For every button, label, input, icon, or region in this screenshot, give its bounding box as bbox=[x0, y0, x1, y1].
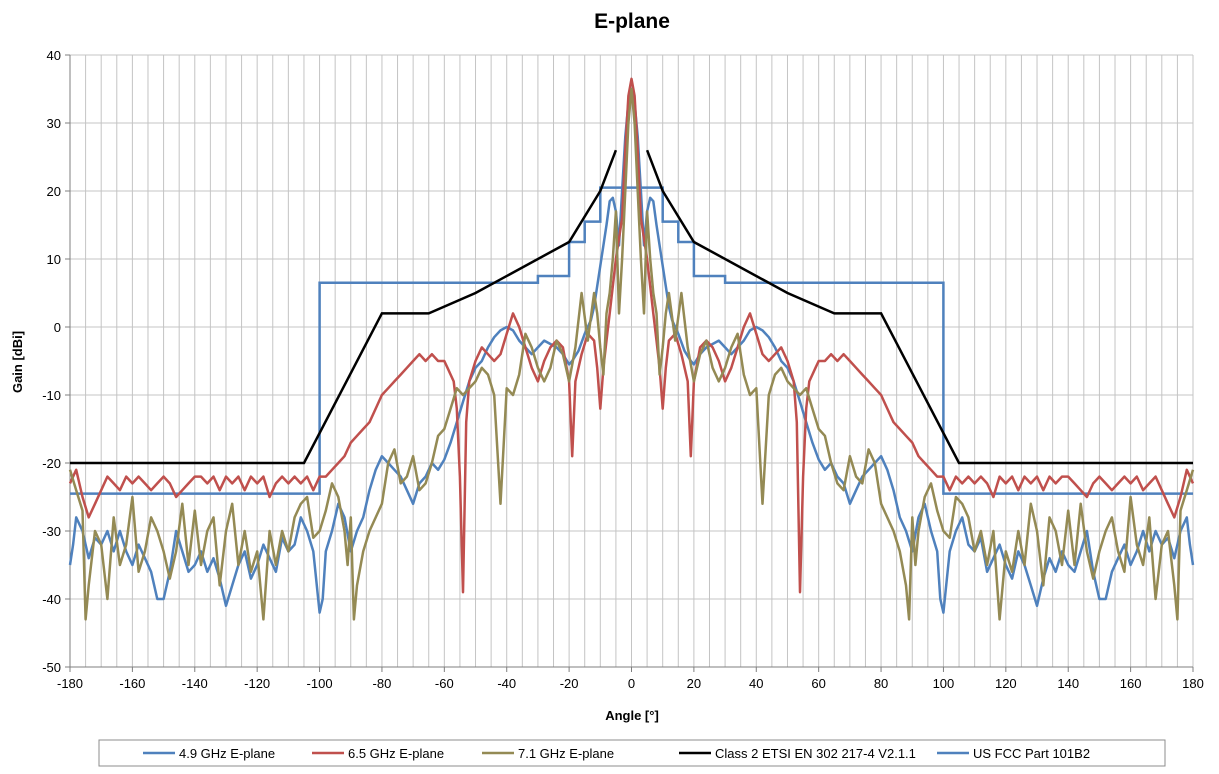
x-tick-label: -140 bbox=[182, 676, 208, 691]
x-tick-label: 120 bbox=[995, 676, 1017, 691]
y-tick-label: -10 bbox=[42, 388, 61, 403]
x-tick-label: 80 bbox=[874, 676, 888, 691]
legend-label: US FCC Part 101B2 bbox=[973, 746, 1090, 761]
x-tick-label: -100 bbox=[307, 676, 333, 691]
x-tick-label: 140 bbox=[1057, 676, 1079, 691]
y-axis-title: Gain [dBi] bbox=[10, 331, 25, 393]
y-tick-label: -30 bbox=[42, 524, 61, 539]
series-4-line-right bbox=[645, 149, 1193, 465]
y-tick-label: -50 bbox=[42, 660, 61, 675]
x-tick-label: 180 bbox=[1182, 676, 1204, 691]
y-tick-label: -40 bbox=[42, 592, 61, 607]
y-tick-label: 10 bbox=[47, 252, 61, 267]
chart-title: E-plane bbox=[594, 10, 670, 33]
legend-label: 6.5 GHz E-plane bbox=[348, 746, 444, 761]
legend-label: 4.9 GHz E-plane bbox=[179, 746, 275, 761]
y-tick-label: 0 bbox=[54, 320, 61, 335]
y-tick-label: 20 bbox=[47, 184, 61, 199]
x-tick-label: 160 bbox=[1120, 676, 1142, 691]
series-5-line bbox=[70, 186, 1193, 495]
legend-label: Class 2 ETSI EN 302 217-4 V2.1.1 bbox=[715, 746, 916, 761]
x-tick-label: -40 bbox=[497, 676, 516, 691]
series-3-line bbox=[68, 87, 1195, 621]
legend-label: 7.1 GHz E-plane bbox=[518, 746, 614, 761]
x-tick-label: 40 bbox=[749, 676, 763, 691]
x-tick-label: 20 bbox=[687, 676, 701, 691]
x-tick-label: 60 bbox=[811, 676, 825, 691]
series-2-line bbox=[68, 77, 1195, 594]
y-tick-label: 30 bbox=[47, 116, 61, 131]
x-tick-labels: -180 -160 -140 -120 -100 -80 -60 -40 -20 0 20 40 60 8… bbox=[57, 676, 1204, 691]
legend-box bbox=[98, 739, 1166, 767]
y-tick-label: -20 bbox=[42, 456, 61, 471]
x-tick-label: 100 bbox=[933, 676, 955, 691]
series-4-line-left bbox=[70, 149, 618, 465]
x-tick-label: 0 bbox=[628, 676, 635, 691]
x-tick-label: -80 bbox=[373, 676, 392, 691]
x-tick-label: -60 bbox=[435, 676, 454, 691]
legend: 4.9 GHz E-plane 6.5 GHz E-plane 7.1 GHz E-… bbox=[98, 739, 1166, 767]
x-tick-label: -20 bbox=[560, 676, 579, 691]
x-tick-label: -160 bbox=[119, 676, 145, 691]
y-tick-label: 40 bbox=[47, 48, 61, 63]
y-tick-labels: -50 -40 -30 -20 -10 0 10 20 30 40 bbox=[42, 48, 61, 675]
series-group bbox=[68, 77, 1195, 621]
x-tick-label: -180 bbox=[57, 676, 83, 691]
legend-items: 4.9 GHz E-plane 6.5 GHz E-plane 7.1 GHz E-… bbox=[143, 746, 1090, 761]
x-tick-label: -120 bbox=[244, 676, 270, 691]
grid-lines bbox=[69, 54, 1194, 668]
x-axis-title: Angle [°] bbox=[605, 708, 659, 723]
